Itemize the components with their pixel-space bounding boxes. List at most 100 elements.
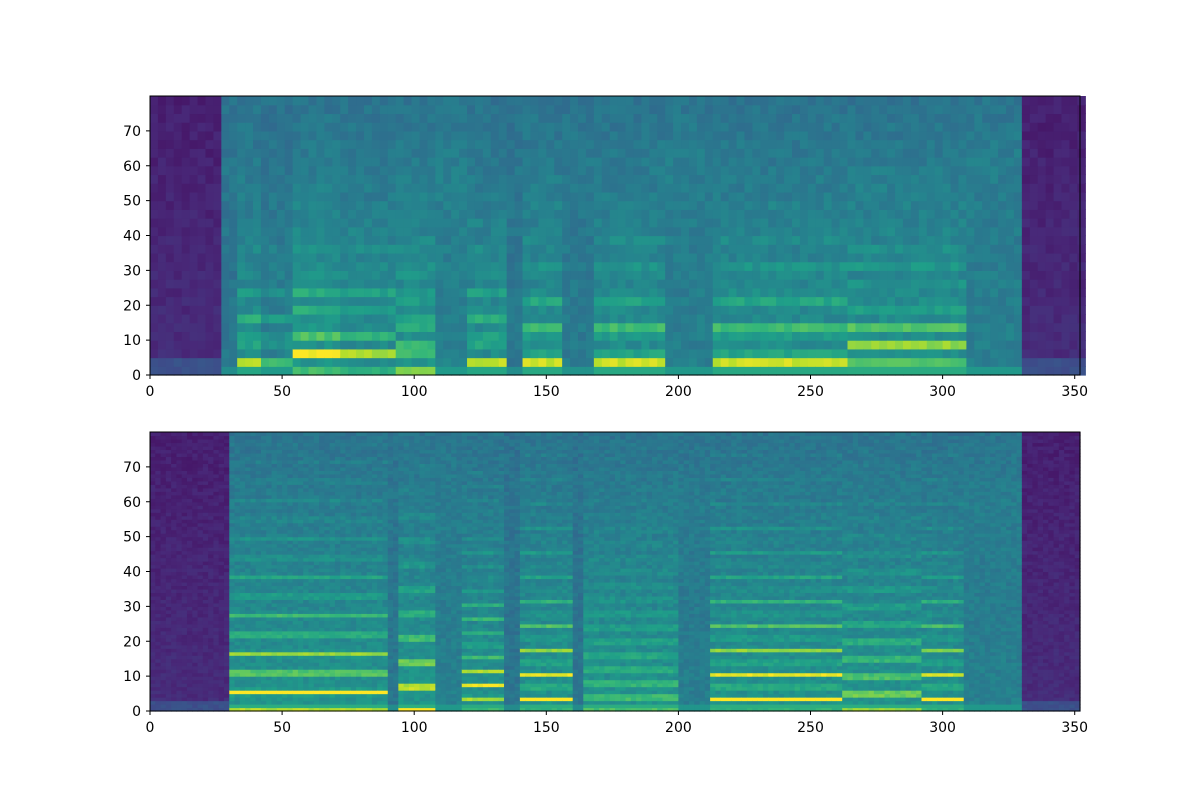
heatmap-cell xyxy=(160,432,167,437)
heatmap-cell xyxy=(260,130,270,141)
heatmap-cell xyxy=(186,512,193,517)
heatmap-cell xyxy=(300,96,310,106)
heatmap-cell xyxy=(585,139,595,149)
heatmap-cell xyxy=(585,252,595,263)
heatmap-cell xyxy=(1061,252,1071,263)
heatmap-cell xyxy=(171,477,178,482)
heatmap-cell xyxy=(451,122,460,132)
heatmap-cell xyxy=(443,252,452,263)
heatmap-cell xyxy=(155,697,162,702)
heatmap-cell xyxy=(459,287,468,298)
heatmap-cell xyxy=(815,104,825,115)
heatmap-cell xyxy=(245,313,254,324)
heatmap-cell xyxy=(998,130,1007,141)
heatmap-cell xyxy=(245,157,254,167)
heatmap-cell xyxy=(213,574,220,580)
heatmap-cell xyxy=(165,435,172,440)
heatmap-cell xyxy=(554,200,563,210)
heatmap-cell xyxy=(966,366,975,376)
heatmap-cell xyxy=(467,157,476,167)
x-tick-label: 0 xyxy=(146,384,155,400)
heatmap-cell xyxy=(268,244,278,254)
heatmap-cell xyxy=(186,522,193,527)
heatmap-cell xyxy=(213,366,222,376)
heatmap-cell xyxy=(506,122,516,132)
heatmap-cell xyxy=(419,313,429,324)
heatmap-cell xyxy=(202,540,209,545)
heatmap-cell xyxy=(300,183,310,193)
heatmap-cell xyxy=(371,235,381,245)
heatmap-cell xyxy=(459,130,468,141)
heatmap-cell xyxy=(176,641,183,646)
heatmap-cell xyxy=(982,157,991,167)
heatmap-cell xyxy=(752,348,761,359)
heatmap-cell xyxy=(379,157,389,167)
heatmap-cell xyxy=(176,526,183,531)
heatmap-cell xyxy=(990,279,999,289)
heatmap-cell xyxy=(728,113,738,123)
heatmap-cell xyxy=(192,529,199,534)
heatmap-cell xyxy=(229,366,238,376)
heatmap-cell xyxy=(792,366,801,376)
heatmap-cell xyxy=(208,432,215,437)
heatmap-cell xyxy=(213,686,220,691)
heatmap-cell xyxy=(942,244,952,254)
heatmap-cell xyxy=(155,470,162,475)
heatmap-cell xyxy=(223,568,230,573)
heatmap-cell xyxy=(165,463,172,468)
heatmap-cell xyxy=(218,690,225,695)
heatmap-cell xyxy=(348,165,357,176)
heatmap-cell xyxy=(411,357,421,367)
heatmap-cell xyxy=(218,585,225,590)
heatmap-cell xyxy=(419,252,429,263)
heatmap-cell xyxy=(879,348,888,359)
heatmap-cell xyxy=(181,564,188,569)
heatmap-cell xyxy=(213,561,220,566)
heatmap-cell xyxy=(223,637,230,642)
heatmap-cell xyxy=(926,287,936,298)
heatmap-cell xyxy=(276,331,286,341)
heatmap-cell xyxy=(990,148,999,158)
heatmap-cell xyxy=(1037,122,1047,132)
heatmap-cell xyxy=(403,113,413,123)
heatmap-cell xyxy=(176,581,183,587)
heatmap-cell xyxy=(443,313,452,324)
heatmap-cell xyxy=(926,348,936,359)
heatmap-cell xyxy=(720,209,730,219)
heatmap-cell xyxy=(990,104,999,115)
heatmap-cell xyxy=(223,676,230,681)
heatmap-cell xyxy=(181,644,188,649)
heatmap-cell xyxy=(720,165,730,176)
heatmap-cell xyxy=(474,287,484,298)
heatmap-cell xyxy=(150,683,156,688)
heatmap-cell xyxy=(403,279,413,289)
heatmap-cell xyxy=(522,139,532,149)
heatmap-cell xyxy=(171,491,178,496)
heatmap-cell xyxy=(245,366,254,376)
heatmap-cell xyxy=(776,252,785,263)
heatmap-cell xyxy=(855,252,864,263)
heatmap-cell xyxy=(609,296,619,306)
heatmap-cell xyxy=(332,235,341,245)
heatmap-cell xyxy=(474,174,484,184)
heatmap-cell xyxy=(155,561,162,566)
heatmap-cell xyxy=(942,183,952,193)
heatmap-cell xyxy=(276,296,286,306)
heatmap-cell xyxy=(165,568,172,573)
heatmap-cell xyxy=(649,340,658,350)
heatmap-cell xyxy=(427,261,436,271)
heatmap-cell xyxy=(197,331,207,341)
heatmap-cell xyxy=(205,122,215,132)
heatmap-cell xyxy=(245,183,254,193)
heatmap-cell xyxy=(181,613,188,618)
heatmap-cell xyxy=(208,491,215,496)
heatmap-cell xyxy=(202,697,209,702)
heatmap-cell xyxy=(530,200,539,210)
heatmap-cell xyxy=(712,148,722,158)
heatmap-cell xyxy=(176,445,183,451)
heatmap-cell xyxy=(160,634,167,639)
heatmap-cell xyxy=(744,296,753,306)
heatmap-cell xyxy=(157,183,167,193)
heatmap-cell xyxy=(253,340,262,350)
heatmap-cell xyxy=(530,191,539,202)
